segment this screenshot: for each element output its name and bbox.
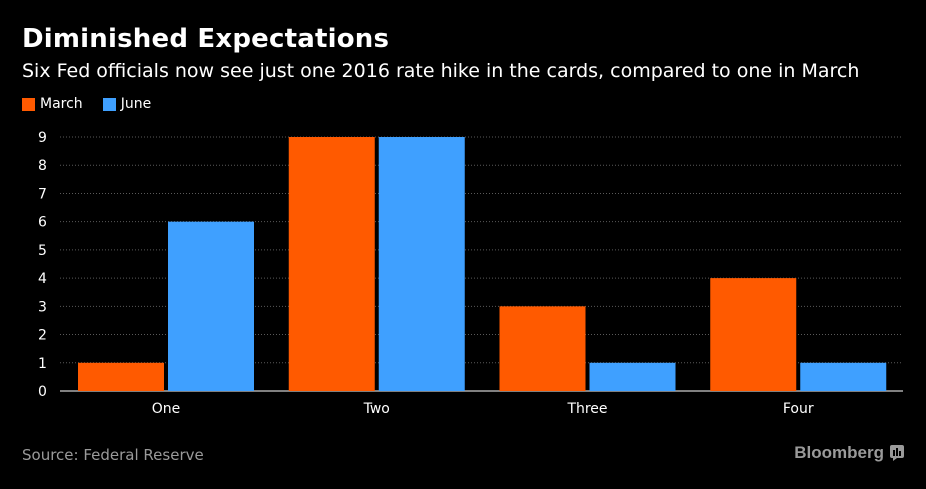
chart-subtitle: Six Fed officials now see just one 2016 … xyxy=(22,60,860,82)
brand-logo: Bloomberg xyxy=(794,443,904,463)
brand-name: Bloomberg xyxy=(794,443,884,462)
bar-march-three xyxy=(499,306,586,391)
legend-item-march: March xyxy=(22,96,83,112)
y-tick-label: 8 xyxy=(38,158,47,174)
y-tick-label: 7 xyxy=(38,186,47,202)
y-tick-label: 4 xyxy=(38,271,47,287)
x-tick-label: Three xyxy=(566,401,607,417)
bloomberg-chart-icon xyxy=(890,445,904,461)
y-tick-label: 3 xyxy=(38,299,47,315)
x-tick-label: Two xyxy=(363,401,390,417)
chart-title: Diminished Expectations xyxy=(22,24,390,54)
bar-june-one xyxy=(168,221,254,391)
bar-march-one xyxy=(78,362,164,391)
y-tick-label: 5 xyxy=(38,243,47,259)
legend-swatch-june xyxy=(102,97,116,111)
legend-label-march: March xyxy=(40,96,83,112)
source-note: Source: Federal Reserve xyxy=(22,446,204,464)
y-tick-label: 6 xyxy=(38,215,47,231)
legend-label-june: June xyxy=(120,96,152,112)
legend-item-june: June xyxy=(102,96,152,112)
bar-june-three xyxy=(589,362,676,391)
x-tick-label: Four xyxy=(783,401,814,417)
y-tick-label: 9 xyxy=(38,130,47,146)
x-tick-label: One xyxy=(152,401,181,417)
y-tick-label: 2 xyxy=(38,328,47,344)
y-tick-label: 0 xyxy=(38,384,47,400)
bar-june-two xyxy=(378,137,465,391)
bar-march-two xyxy=(288,137,375,391)
y-tick-label: 1 xyxy=(38,356,47,372)
legend: March June xyxy=(22,96,171,112)
legend-swatch-march xyxy=(22,97,35,111)
bar-march-four xyxy=(710,278,797,391)
bar-june-four xyxy=(800,362,887,391)
